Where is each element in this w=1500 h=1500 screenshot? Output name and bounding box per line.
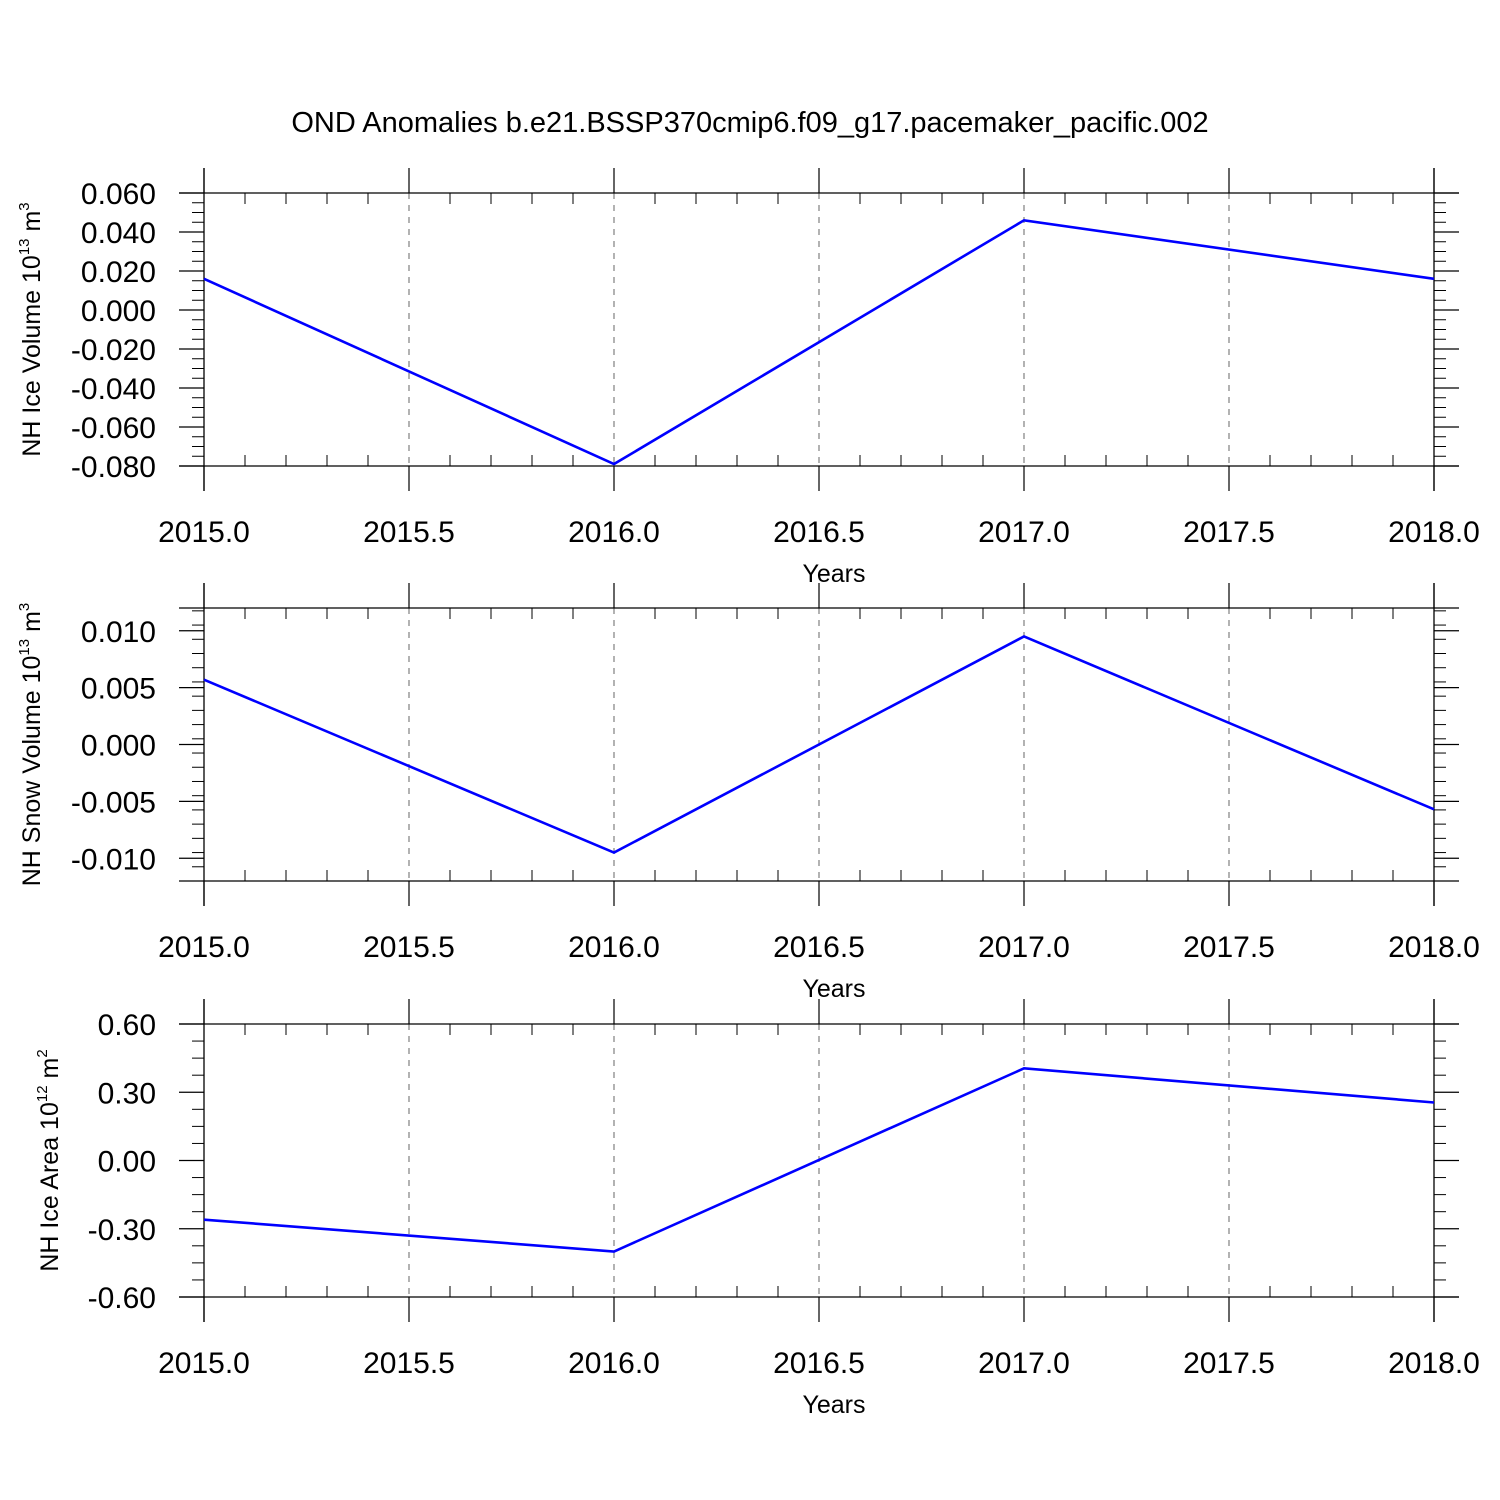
y-tick-label: 0.020 xyxy=(81,256,156,289)
x-tick-label: 2015.0 xyxy=(158,516,250,549)
x-tick-label: 2015.5 xyxy=(363,516,455,549)
x-tick-label: 2018.0 xyxy=(1388,516,1480,549)
x-tick-label: 2016.5 xyxy=(773,1347,865,1380)
x-tick-label: 2015.5 xyxy=(363,1347,455,1380)
y-axis-label: NH Snow Volume 1013 m3 xyxy=(16,603,46,887)
x-tick-label: 2016.5 xyxy=(773,516,865,549)
main-title: OND Anomalies b.e21.BSSP370cmip6.f09_g17… xyxy=(291,107,1208,139)
y-tick-label: -0.010 xyxy=(71,843,156,876)
y-tick-label: -0.30 xyxy=(88,1214,156,1247)
x-axis-label: Years xyxy=(802,560,865,588)
x-tick-label: 2015.5 xyxy=(363,931,455,964)
chart-panel-1: 2015.0 2015.5 2016.0 2016.5 2017.0 2017.5 2018… xyxy=(16,168,1480,588)
y-tick-label: 0.040 xyxy=(81,217,156,250)
chart-panel-3: 2015.0 2015.5 2016.0 2016.5 2017.0 2017.5 2018… xyxy=(34,999,1480,1419)
y-tick-label: 0.30 xyxy=(98,1077,156,1110)
y-axis-label: NH Ice Volume 1013 m3 xyxy=(16,202,46,456)
x-tick-label: 2015.0 xyxy=(158,1347,250,1380)
y-tick-label: 0.060 xyxy=(81,178,156,211)
y-tick-label: 0.000 xyxy=(81,295,156,328)
y-axis-label-exp: 12 xyxy=(34,1085,51,1102)
series-line xyxy=(203,635,1435,854)
x-tick-label: 2018.0 xyxy=(1388,1347,1480,1380)
x-tick-label: 2016.0 xyxy=(568,1347,660,1380)
y-tick-label: -0.60 xyxy=(88,1282,156,1315)
y-axis-label-text: NH Snow Volume 10 xyxy=(18,656,46,887)
y-tick-label: -0.060 xyxy=(71,412,156,445)
x-tick-label: 2015.0 xyxy=(158,931,250,964)
y-tick-label: -0.005 xyxy=(71,786,156,819)
x-tick-label: 2017.5 xyxy=(1183,1347,1275,1380)
y-axis-label-text: NH Ice Area 10 xyxy=(36,1102,64,1272)
y-axis-label-text: NH Ice Volume 10 xyxy=(18,255,46,457)
x-tick-label: 2017.5 xyxy=(1183,931,1275,964)
x-tick-label: 2017.0 xyxy=(978,516,1070,549)
x-tick-label: 2017.0 xyxy=(978,931,1070,964)
y-axis-label-exp: 13 xyxy=(16,238,33,255)
y-tick-label: -0.020 xyxy=(71,334,156,367)
panels: 2015.0 2015.5 2016.0 2016.5 2017.0 2017.5 2018… xyxy=(16,168,1480,1419)
x-tick-label: 2017.5 xyxy=(1183,516,1275,549)
x-axis-label: Years xyxy=(802,975,865,1003)
y-axis-label-unit: m xyxy=(18,211,46,239)
y-axis-label-unit: m xyxy=(18,611,46,639)
y-tick-label: -0.040 xyxy=(71,373,156,406)
y-axis-label-unit-exp: 3 xyxy=(16,603,33,611)
series-line xyxy=(203,1067,1435,1253)
y-tick-label: 0.005 xyxy=(81,673,156,706)
y-tick-label: 0.00 xyxy=(98,1146,156,1179)
x-axis-label: Years xyxy=(802,1391,865,1419)
y-axis-label-unit-exp: 2 xyxy=(34,1049,51,1057)
y-tick-label: -0.080 xyxy=(71,451,156,484)
y-axis-label: NH Ice Area 1012 m2 xyxy=(34,1049,64,1271)
y-tick-label: 0.000 xyxy=(81,730,156,763)
x-tick-label: 2016.0 xyxy=(568,516,660,549)
y-tick-label: 0.60 xyxy=(98,1009,156,1042)
y-axis-label-exp: 13 xyxy=(16,639,33,656)
series-line xyxy=(203,218,1435,466)
y-axis-label-unit: m xyxy=(36,1058,64,1086)
x-tick-label: 2018.0 xyxy=(1388,931,1480,964)
y-tick-label: 0.010 xyxy=(81,616,156,649)
x-tick-label: 2016.0 xyxy=(568,931,660,964)
x-tick-label: 2016.5 xyxy=(773,931,865,964)
chart-panel-2: 2015.0 2015.5 2016.0 2016.5 2017.0 2017.5 2018… xyxy=(16,583,1480,1003)
y-axis-label-unit-exp: 3 xyxy=(16,202,33,210)
x-tick-label: 2017.0 xyxy=(978,1347,1070,1380)
